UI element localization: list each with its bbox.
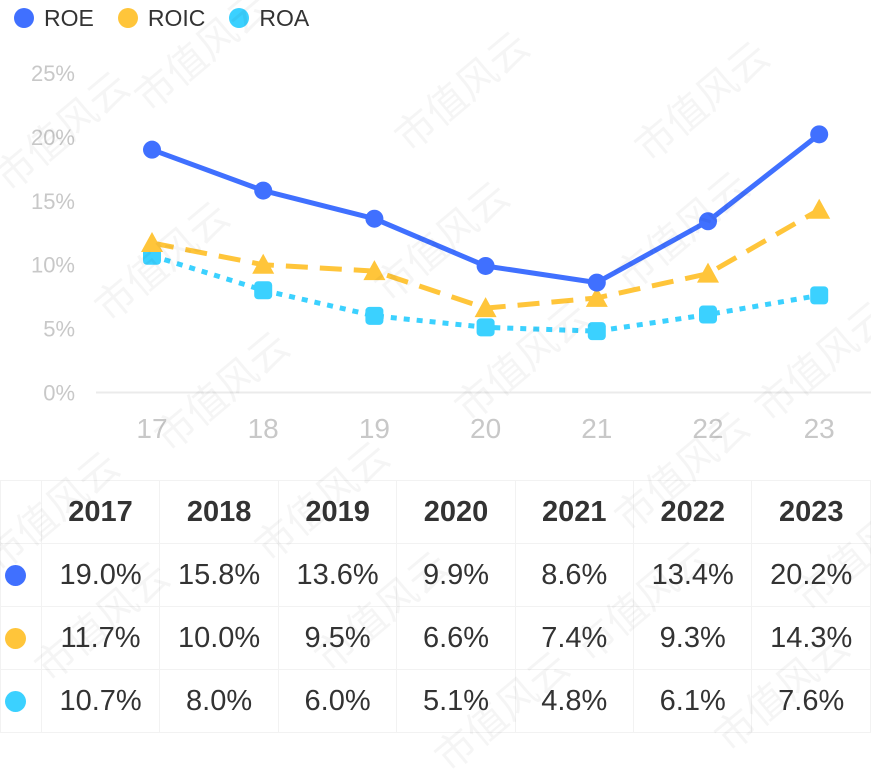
legend-dot-icon	[229, 8, 250, 28]
table-row-roic: 11.7% 10.0% 9.5% 6.6% 7.4% 9.3% 14.3%	[0, 606, 871, 670]
legend-label: ROE	[44, 4, 94, 31]
table-row-roe: 19.0% 15.8% 13.6% 9.9% 8.6% 13.4% 20.2%	[0, 543, 871, 607]
y-tick-label: 0%	[43, 381, 75, 406]
table-header-cell: 2022	[632, 480, 753, 544]
y-tick-label: 20%	[31, 125, 75, 150]
legend-dot-icon	[14, 8, 34, 28]
table-row-roa: 10.7% 8.0% 6.0% 5.1% 4.8% 6.1% 7.6%	[0, 669, 871, 733]
data-point-roic	[141, 231, 163, 252]
table-cell: 19.0%	[40, 543, 161, 607]
x-tick-label: 22	[692, 413, 723, 444]
data-point-roe	[365, 209, 384, 228]
table-cell: 8.0%	[159, 669, 279, 733]
data-point-roa	[365, 306, 384, 325]
table-header-cell: 2017	[40, 480, 161, 544]
table-header-cell: 2019	[277, 480, 398, 544]
legend-item-roe[interactable]: ROE	[14, 5, 94, 32]
data-point-roe	[587, 273, 606, 292]
legend-dot-icon	[117, 8, 138, 28]
table-cell: 11.7%	[40, 606, 161, 670]
y-tick-label: 25%	[31, 61, 75, 86]
legend-label: ROA	[259, 4, 310, 31]
table-cell: 13.4%	[632, 543, 753, 607]
data-point-roa	[810, 286, 829, 305]
line-chart: 0% 5% 10% 15% 20% 25% 17 18 19 20 21 22 23	[31, 61, 871, 444]
table-cell: 7.6%	[751, 669, 871, 733]
table-cell: 5.1%	[396, 669, 516, 733]
table-header-cell: 2020	[396, 480, 516, 544]
table-header-cell: 2021	[514, 480, 634, 544]
x-tick-label: 19	[359, 413, 390, 444]
data-point-roic	[808, 198, 831, 219]
legend-label: ROIC	[147, 4, 206, 31]
table-cell: 13.6%	[277, 543, 398, 607]
table-cell: 6.6%	[396, 606, 516, 670]
row-marker-cell	[0, 606, 42, 670]
data-point-roic	[697, 262, 719, 283]
x-tick-label: 23	[804, 413, 835, 444]
x-tick-label: 21	[581, 413, 612, 444]
data-point-roa	[476, 318, 495, 337]
data-point-roa	[587, 322, 606, 341]
data-point-roe	[476, 256, 495, 275]
roic-dot-icon	[5, 628, 26, 650]
table-cell: 9.9%	[396, 543, 516, 607]
table-cell: 10.0%	[159, 606, 279, 670]
data-point-roic	[363, 260, 386, 281]
table-cell: 9.3%	[632, 606, 753, 670]
x-tick-label: 18	[248, 413, 279, 444]
table-cell: 9.5%	[277, 606, 398, 670]
data-point-roe	[699, 212, 717, 231]
row-marker-cell	[0, 669, 42, 733]
table-cell: 14.3%	[751, 606, 871, 670]
data-point-roe	[254, 181, 273, 200]
data-point-roic	[585, 286, 608, 307]
data-point-roe	[143, 140, 161, 159]
table-header-row: 2017 2018 2019 2020 2021 2022 2023	[0, 480, 871, 544]
data-point-roa	[699, 305, 717, 324]
table-cell: 8.6%	[514, 543, 634, 607]
row-marker-cell	[0, 543, 42, 607]
legend-item-roic[interactable]: ROIC	[117, 4, 206, 32]
table-header-cell: 2023	[751, 480, 871, 544]
data-point-roic	[474, 297, 497, 318]
roa-dot-icon	[5, 691, 26, 713]
table-cell: 15.8%	[159, 543, 279, 607]
table-cell: 10.7%	[40, 669, 161, 733]
legend-item-roa[interactable]: ROA	[229, 5, 309, 32]
x-tick-label: 20	[470, 413, 501, 444]
y-tick-label: 10%	[31, 253, 75, 278]
table-cell: 20.2%	[751, 543, 871, 607]
x-tick-label: 17	[136, 413, 167, 444]
table-cell: 6.0%	[277, 669, 398, 733]
data-point-roic	[252, 253, 275, 274]
data-point-roe	[810, 125, 829, 144]
roe-dot-icon	[5, 565, 26, 587]
y-tick-label: 5%	[43, 317, 75, 342]
y-tick-label: 15%	[31, 189, 75, 214]
chart-legend: ROE ROIC ROA	[14, 3, 333, 33]
data-point-roa	[254, 281, 273, 300]
table-cell: 6.1%	[632, 669, 753, 733]
table-header-cell: 2018	[159, 480, 279, 544]
data-table: 2017 2018 2019 2020 2021 2022 2023 19.0%…	[0, 480, 871, 733]
table-corner-cell	[0, 480, 42, 544]
table-cell: 7.4%	[514, 606, 634, 670]
table-cell: 4.8%	[514, 669, 634, 733]
